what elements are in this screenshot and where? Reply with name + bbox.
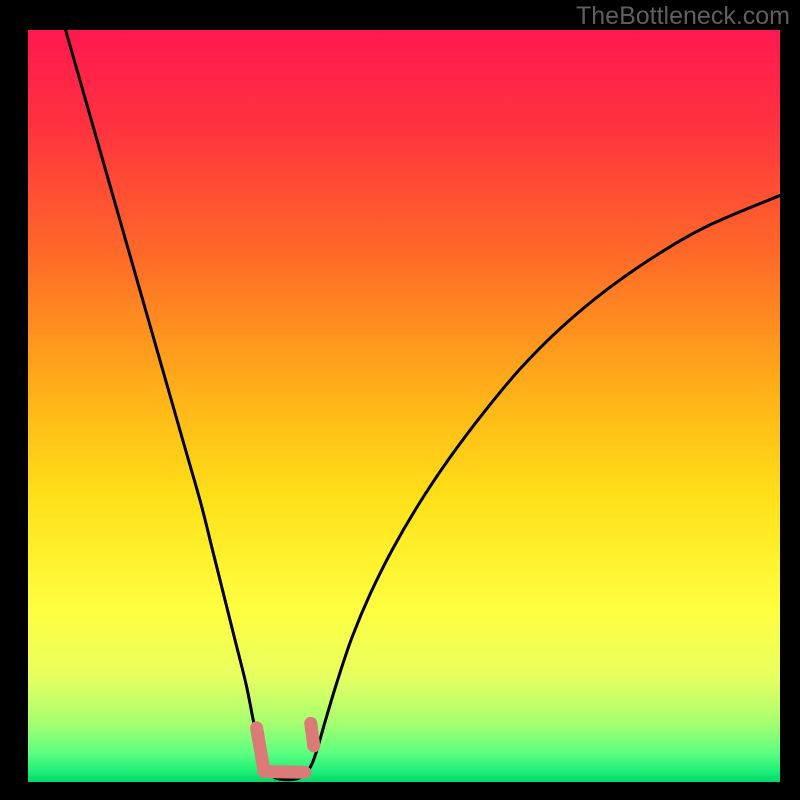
plot-area	[28, 30, 780, 782]
chart-frame: TheBottleneck.com	[0, 0, 800, 800]
watermark-text: TheBottleneck.com	[576, 2, 790, 31]
gradient-background	[28, 30, 780, 782]
bottleneck-curve-chart	[28, 30, 780, 782]
